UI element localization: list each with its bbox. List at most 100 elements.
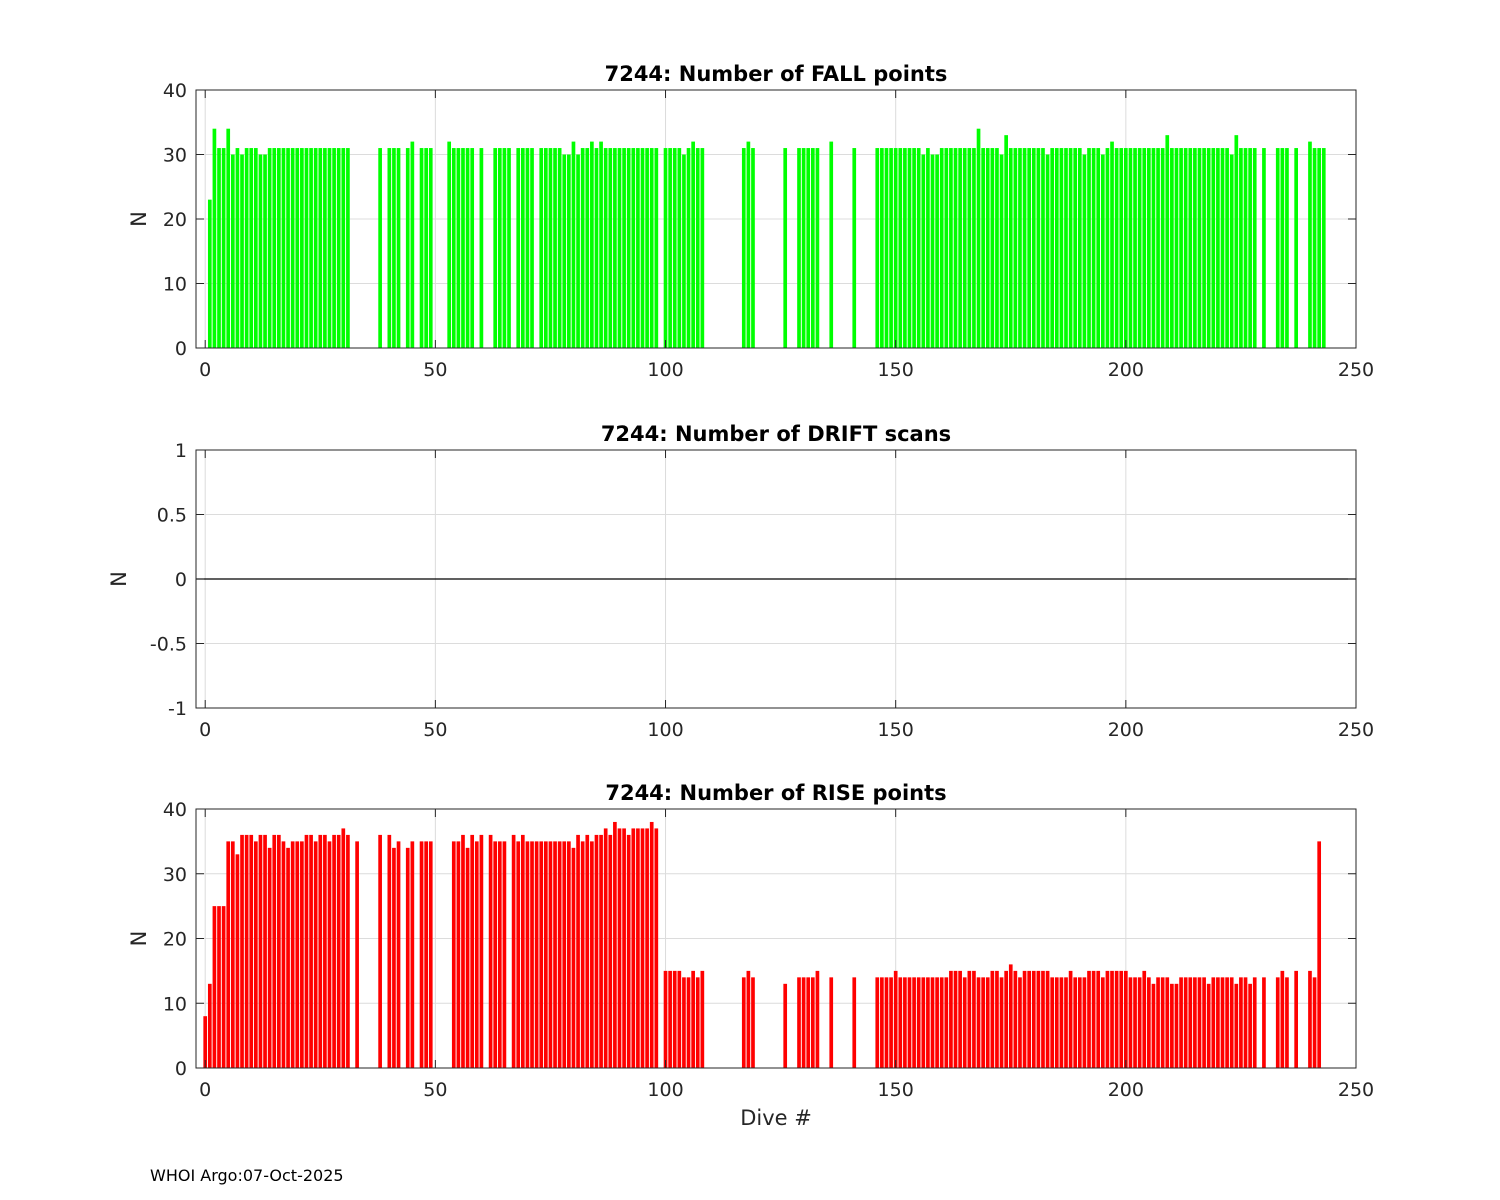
- rise-bar: [608, 834, 613, 1068]
- rise-bar: [424, 841, 428, 1068]
- fall-bar: [1045, 154, 1050, 348]
- fall-points-panel: 0 50 100 150 200 250 0 10 20 30 40 7244: Number of …: [127, 62, 1374, 381]
- fall-bar: [626, 148, 631, 348]
- rise-bar: [1160, 977, 1165, 1068]
- fall-bar: [700, 148, 705, 348]
- rise-bar: [267, 847, 272, 1068]
- fall-bar: [640, 148, 645, 348]
- fall-bar: [1119, 148, 1124, 348]
- fall-bar: [1022, 148, 1027, 348]
- fall-bar: [1096, 148, 1101, 348]
- rise-bar: [1197, 977, 1202, 1068]
- fall-ytick-label: 10: [163, 274, 187, 296]
- rise-bar: [553, 841, 557, 1068]
- fall-bar: [327, 148, 332, 348]
- rise-bar: [613, 821, 617, 1068]
- rise-bar: [534, 841, 539, 1068]
- rise-xtick-label: 50: [423, 1079, 447, 1101]
- rise-bar: [378, 834, 382, 1068]
- fall-bar: [1170, 148, 1174, 348]
- rise-bar: [1183, 977, 1188, 1068]
- fall-bar: [585, 148, 590, 348]
- fall-bar: [889, 148, 893, 348]
- drift-ytick-label: -0.5: [150, 634, 187, 656]
- fall-bar: [1317, 148, 1322, 348]
- fall-bar: [300, 148, 304, 348]
- rise-bar: [953, 970, 958, 1068]
- rise-bar: [530, 841, 534, 1068]
- fall-bar: [976, 128, 981, 348]
- fall-bar: [875, 148, 880, 348]
- fall-xtick-label: 200: [1108, 359, 1144, 381]
- rise-bar: [686, 977, 691, 1068]
- fall-bar: [525, 148, 530, 348]
- fall-bar: [212, 128, 217, 348]
- fall-bar: [217, 148, 221, 348]
- rise-xtick-label: 0: [199, 1079, 211, 1101]
- fall-bar: [249, 148, 254, 348]
- fall-bar: [336, 148, 341, 348]
- rise-bar: [557, 841, 562, 1068]
- rise-bar: [985, 977, 990, 1068]
- fall-bar: [1312, 148, 1317, 348]
- fall-bar: [1165, 135, 1170, 348]
- rise-bar: [1133, 977, 1137, 1068]
- fall-bar: [1082, 154, 1087, 348]
- rise-bar: [617, 828, 622, 1068]
- rise-bar: [1036, 970, 1041, 1068]
- rise-bar: [810, 977, 815, 1068]
- fall-bar: [953, 148, 958, 348]
- fall-bar: [590, 141, 594, 348]
- fall-bar: [1114, 148, 1119, 348]
- rise-bar: [576, 834, 580, 1068]
- rise-bar: [1050, 977, 1055, 1068]
- fall-bar: [286, 148, 290, 348]
- rise-bar: [1027, 970, 1032, 1068]
- rise-bar: [254, 841, 258, 1068]
- fall-bar: [428, 148, 433, 348]
- rise-bar: [1252, 977, 1257, 1068]
- rise-bar: [286, 847, 290, 1068]
- fall-bar: [571, 141, 576, 348]
- rise-bar: [1137, 977, 1142, 1068]
- rise-bar: [1165, 977, 1170, 1068]
- rise-bar: [649, 821, 654, 1068]
- rise-bar: [626, 834, 631, 1068]
- rise-bar: [622, 828, 626, 1068]
- fall-bar: [346, 148, 350, 348]
- rise-bar: [1147, 977, 1151, 1068]
- rise-bar: [1059, 977, 1064, 1068]
- rise-bar: [488, 834, 493, 1068]
- fall-bar: [815, 148, 820, 348]
- fall-bar: [599, 141, 603, 348]
- fall-bar: [649, 148, 654, 348]
- fall-chart-title: 7244: Number of FALL points: [605, 62, 948, 86]
- rise-bar: [263, 834, 267, 1068]
- fall-bar: [405, 148, 410, 348]
- rise-xtick-label: 250: [1338, 1079, 1374, 1101]
- rise-bar: [1229, 977, 1234, 1068]
- rise-bar: [1105, 970, 1110, 1068]
- fall-xtick-label: 100: [647, 359, 683, 381]
- rise-bar: [884, 977, 889, 1068]
- rise-xlabel: Dive #: [740, 1106, 812, 1130]
- fall-bar: [613, 148, 617, 348]
- rise-bar: [654, 828, 659, 1068]
- fall-bar: [958, 148, 962, 348]
- rise-bar: [636, 828, 640, 1068]
- rise-bar: [465, 847, 470, 1068]
- rise-bar: [806, 977, 811, 1068]
- drift-xtick-label: 100: [647, 719, 683, 741]
- fall-bar: [497, 148, 502, 348]
- rise-bar: [829, 977, 834, 1068]
- rise-bar: [410, 841, 415, 1068]
- fall-bar: [520, 148, 525, 348]
- fall-bar: [290, 148, 295, 348]
- rise-ytick-label: 20: [163, 929, 187, 951]
- rise-bar: [1206, 983, 1211, 1068]
- rise-bar: [1031, 970, 1036, 1068]
- fall-bar: [230, 154, 235, 348]
- rise-bar: [594, 834, 599, 1068]
- fall-xtick-label: 250: [1338, 359, 1374, 381]
- fall-bar: [1027, 148, 1032, 348]
